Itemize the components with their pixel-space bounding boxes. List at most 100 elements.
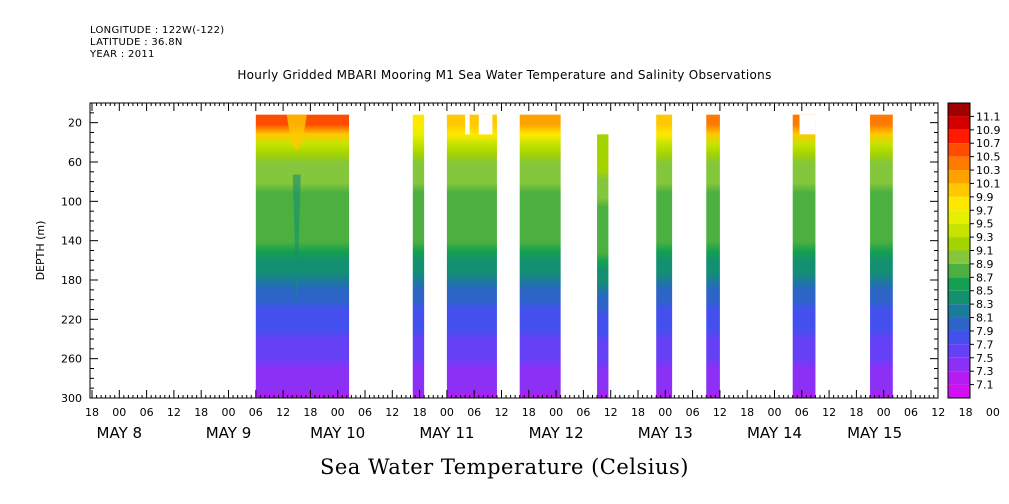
y-tick-label: 180 [61, 274, 82, 287]
colorbar-label: 8.7 [976, 271, 994, 284]
colorbar-swatch [948, 317, 970, 331]
x-tick-label: 12 [167, 406, 181, 419]
x-tick-label: 06 [140, 406, 154, 419]
y-tick-label: 260 [61, 353, 82, 366]
colorbar-label: 10.1 [976, 177, 1001, 190]
colorbar-swatch [948, 304, 970, 318]
colorbar-label: 8.1 [976, 312, 994, 325]
x-tick-label: 00 [112, 406, 126, 419]
cold-tongue [292, 174, 301, 308]
colorbar-label: 8.3 [976, 298, 994, 311]
x-tick-label: 00 [440, 406, 454, 419]
x-tick-label: 06 [467, 406, 481, 419]
x-tick-label: 18 [849, 406, 863, 419]
longitude-label: LONGITUDE : 122W(-122) [90, 25, 225, 36]
colorbar-swatch [948, 170, 970, 184]
colorbar-label: 9.9 [976, 191, 994, 204]
x-tick-label: 00 [877, 406, 891, 419]
x-tick-label: 12 [822, 406, 836, 419]
x-tick-label: 18 [303, 406, 317, 419]
data-block [519, 114, 561, 399]
colorbar-label: 11.1 [976, 110, 1001, 123]
data-block [870, 114, 893, 399]
colorbar-label: 10.3 [976, 164, 1001, 177]
x-tick-label: 00 [331, 406, 345, 419]
x-tick-label: 06 [904, 406, 918, 419]
day-label: MAY 15 [847, 424, 902, 442]
y-tick-label: 300 [61, 392, 82, 405]
year-label: YEAR : 2011 [90, 49, 155, 60]
colorbar-swatch [948, 384, 970, 398]
colorbar-label: 7.1 [976, 379, 994, 392]
data-block [656, 114, 673, 399]
day-label: MAY 14 [747, 424, 802, 442]
x-tick-label: 18 [413, 406, 427, 419]
x-tick-label: 18 [740, 406, 754, 419]
colorbar-swatch [948, 357, 970, 372]
colorbar-swatch [948, 330, 970, 345]
day-label: MAY 13 [638, 424, 693, 442]
day-label: MAY 8 [97, 424, 143, 442]
colorbar-label: 7.5 [976, 352, 994, 365]
x-tick-label: 18 [959, 406, 973, 419]
x-tick-label: 12 [276, 406, 290, 419]
y-tick-label: 20 [68, 117, 82, 130]
colorbar-swatch [948, 116, 970, 130]
x-tick-label: 12 [385, 406, 399, 419]
colorbar-label: 10.5 [976, 151, 1001, 164]
data-block [792, 114, 816, 399]
colorbar-swatch [948, 129, 970, 144]
colorbar-swatch [948, 103, 970, 117]
y-tick-label: 140 [61, 235, 82, 248]
x-tick-label: 06 [795, 406, 809, 419]
colorbar-label: 8.9 [976, 258, 994, 271]
colorbar-swatch [948, 250, 970, 264]
x-tick-label: 18 [631, 406, 645, 419]
data-gap [465, 114, 470, 135]
data-block [255, 114, 350, 399]
colorbar-swatch [948, 290, 970, 305]
day-label: MAY 12 [529, 424, 584, 442]
x-tick-label: 06 [686, 406, 700, 419]
x-tick-label: 12 [713, 406, 727, 419]
colorbar-swatch [948, 277, 970, 291]
data-block [706, 114, 720, 399]
x-tick-label: 18 [194, 406, 208, 419]
colorbar-swatch [948, 223, 970, 238]
colorbar-label: 9.5 [976, 218, 994, 231]
y-tick-label: 100 [61, 195, 82, 208]
colorbar-swatch [948, 371, 970, 385]
colorbar-label: 7.3 [976, 365, 994, 378]
day-label: MAY 10 [310, 424, 365, 442]
colorbar-label: 7.7 [976, 338, 994, 351]
x-tick-label: 06 [249, 406, 263, 419]
warm-dip [286, 114, 307, 150]
colorbar-label: 8.5 [976, 285, 994, 298]
x-tick-label: 00 [658, 406, 672, 419]
colorbar-label: 9.1 [976, 245, 994, 258]
colorbar-label: 7.9 [976, 325, 994, 338]
day-label: MAY 11 [419, 424, 474, 442]
day-label: MAY 9 [206, 424, 252, 442]
x-tick-label: 00 [222, 406, 236, 419]
colorbar-label: 9.3 [976, 231, 994, 244]
x-tick-label: 00 [549, 406, 563, 419]
data-gap [478, 114, 493, 135]
data-block [597, 134, 609, 399]
x-tick-label: 00 [986, 406, 1000, 419]
x-tick-label: 06 [576, 406, 590, 419]
colorbar-swatch [948, 143, 970, 157]
x-tick-label: 18 [522, 406, 536, 419]
x-tick-label: 00 [768, 406, 782, 419]
y-tick-label: 60 [68, 156, 82, 169]
x-axis-title: Sea Water Temperature (Celsius) [319, 455, 689, 479]
y-tick-label: 220 [61, 313, 82, 326]
x-tick-label: 12 [495, 406, 509, 419]
colorbar-swatch [948, 344, 970, 358]
colorbar-swatch [948, 210, 970, 224]
x-tick-label: 18 [85, 406, 99, 419]
colorbar-swatch [948, 196, 970, 211]
colorbar-swatch [948, 156, 970, 171]
